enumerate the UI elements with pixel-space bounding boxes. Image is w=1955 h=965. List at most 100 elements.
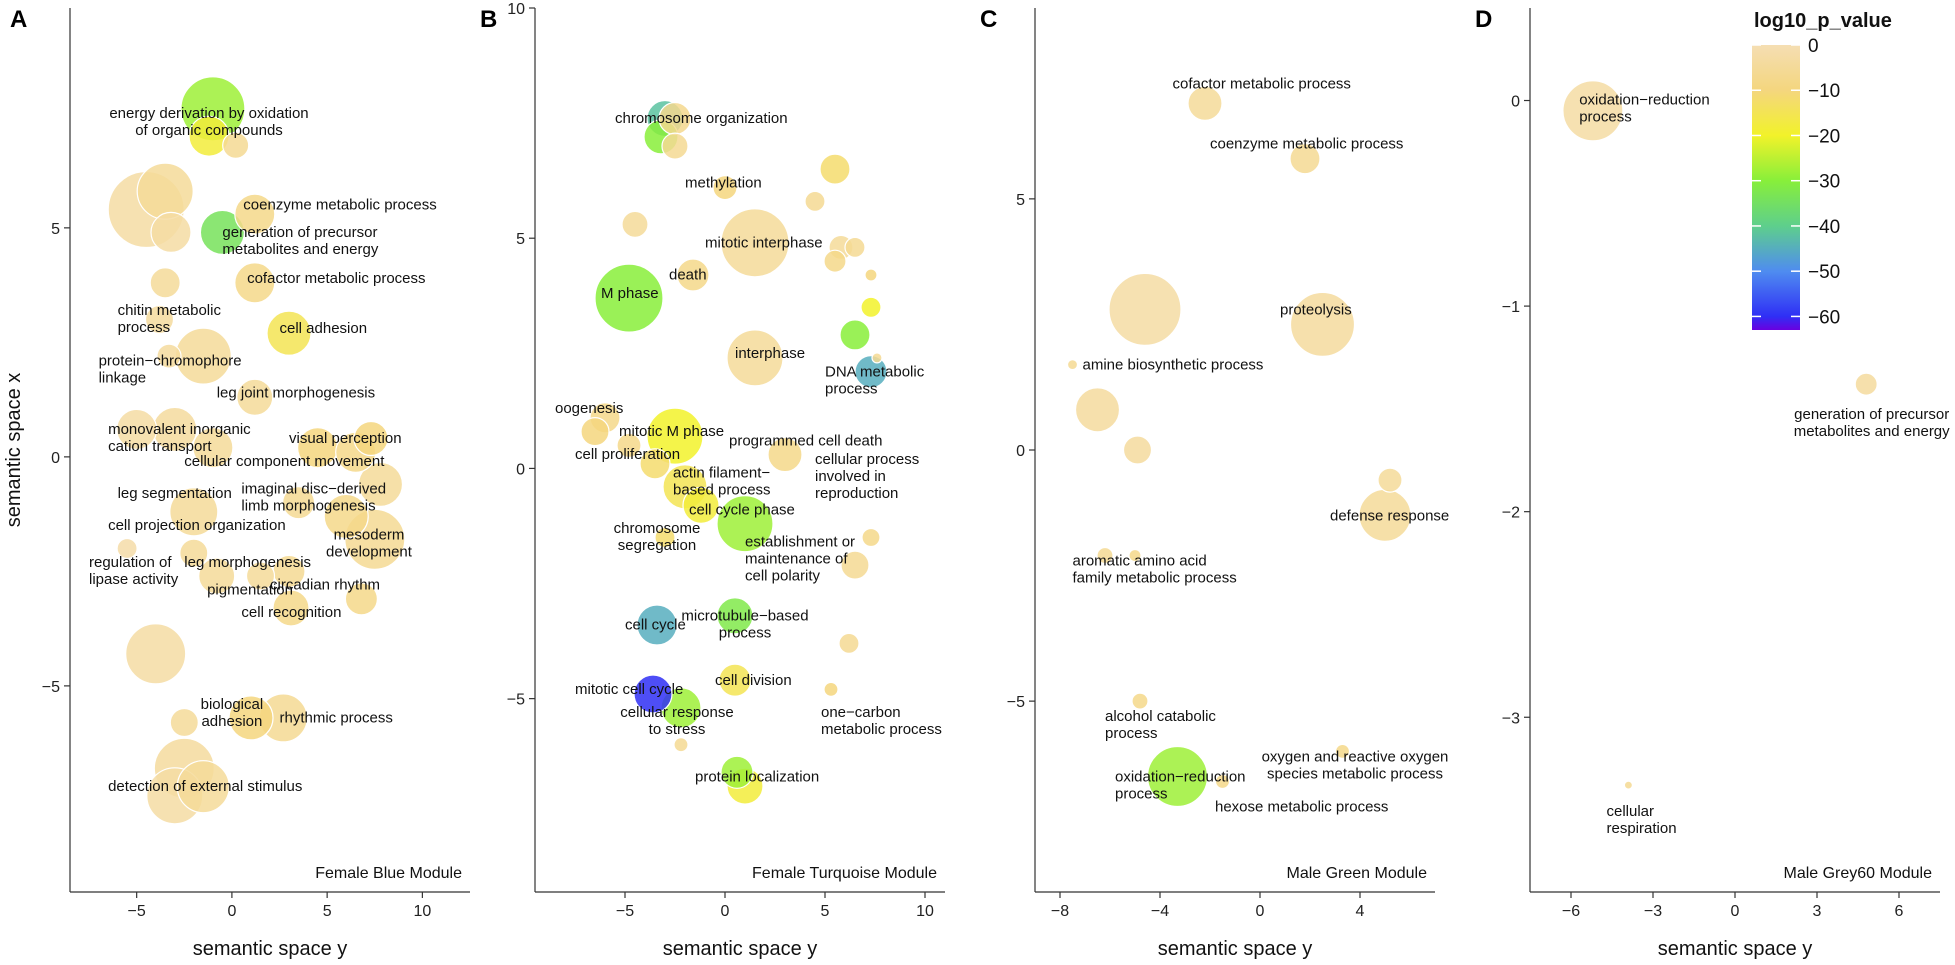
term-label-line: family metabolic process	[1073, 570, 1237, 587]
term-label-B-21: one−carbon metabolic process	[821, 704, 942, 738]
term-label-line: cellular component movement	[184, 453, 385, 470]
term-label-B-22: protein localization	[695, 769, 819, 786]
x-tick-label-C-1: −4	[1151, 903, 1169, 920]
x-tick-label-B-3: 10	[916, 903, 934, 920]
term-label-B-0: chromosome organization	[615, 110, 788, 127]
bubble-B-34	[860, 296, 882, 318]
term-label-A-7: leg joint morphogenesis	[217, 384, 375, 401]
term-label-line: oxidation−reduction	[1579, 92, 1710, 109]
x-tick-label-A-0: −5	[128, 903, 146, 920]
bubble-D-2	[1623, 780, 1634, 790]
term-label-line: process	[1579, 109, 1632, 126]
term-label-line: oogenesis	[555, 400, 623, 417]
bubble-A-12	[266, 310, 312, 356]
term-label-line: process	[1115, 786, 1168, 803]
bubble-B-21	[839, 319, 871, 351]
term-label-line: process	[118, 319, 171, 336]
term-label-line: amine biosynthetic process	[1083, 357, 1264, 374]
legend-tick-label-6: −60	[1808, 307, 1840, 328]
term-label-line: aromatic amino acid	[1073, 553, 1207, 570]
term-label-C-8: oxidation−reduction process	[1115, 769, 1246, 803]
bubble-B-18	[718, 663, 752, 697]
bubble-C-8	[1377, 467, 1403, 493]
term-label-line: reproduction	[815, 485, 898, 502]
y-tick-label-D-1: −2	[1502, 505, 1520, 522]
term-label-line: actin filament−	[673, 465, 770, 482]
bubble-B-41	[871, 352, 883, 364]
term-label-line: oxidation−reduction	[1115, 769, 1246, 786]
legend-title: log10_p_value	[1754, 10, 1892, 32]
bubble-B-17	[854, 355, 888, 389]
x-tick-label-C-3: 4	[1356, 903, 1365, 920]
term-label-line: process	[719, 624, 772, 641]
term-label-A-3: cofactor metabolic process	[247, 270, 425, 287]
bubble-C-6	[1289, 143, 1321, 175]
bubble-C-11	[1214, 773, 1231, 790]
term-label-line: leg joint morphogenesis	[217, 384, 375, 401]
term-label-B-6: DNA metabolic process	[825, 363, 925, 397]
term-label-line: metabolic process	[821, 721, 942, 738]
term-label-C-5: aromatic amino acid family metabolic proc…	[1073, 553, 1237, 587]
bubble-A-32	[149, 267, 181, 299]
panel-D: oxidation−reduction process generation of …	[1475, 6, 1950, 960]
bubble-A-38	[156, 343, 182, 369]
term-label-line: methylation	[685, 175, 762, 192]
term-label-line: mitotic interphase	[705, 234, 823, 251]
term-label-line: process	[825, 380, 878, 397]
term-label-line: M phase	[601, 285, 659, 302]
term-label-line: circadian rhythm	[270, 577, 380, 594]
term-label-line: cell adhesion	[280, 320, 368, 337]
term-label-A-6: protein−chromophore linkage	[99, 352, 242, 386]
term-label-line: cellular	[1607, 803, 1655, 820]
term-label-line: metabolites and energy	[1794, 423, 1950, 440]
term-label-B-12: actin filament− based process	[673, 465, 771, 499]
term-label-A-5: cell adhesion	[280, 320, 368, 337]
bubble-B-39	[673, 737, 689, 753]
legend-tick-label-4: −40	[1808, 217, 1840, 238]
term-label-A-1: coenzyme metabolic process	[243, 197, 436, 214]
term-label-A-17: circadian rhythm	[270, 577, 380, 594]
panel-A: energy derivation by oxidation of organic…	[3, 6, 470, 960]
bubble-B-11	[716, 597, 754, 635]
bubble-B-31	[823, 249, 847, 273]
term-label-line: energy derivation by oxidation	[109, 105, 308, 122]
bubble-B-37	[861, 527, 881, 548]
bubble-B-1	[594, 263, 664, 333]
bubble-A-15	[323, 493, 369, 540]
bubble-C-14	[1066, 359, 1079, 371]
bubble-A-21	[116, 408, 158, 450]
term-label-line: cellular process	[815, 451, 919, 468]
bubble-B-32	[804, 190, 826, 212]
x-tick-label-B-2: 5	[821, 903, 830, 920]
bubble-B-26	[661, 132, 689, 160]
term-label-A-2: generation of precursor metabolites and e…	[222, 224, 378, 258]
bubble-A-19	[234, 193, 276, 235]
x-tick-label-C-0: −8	[1051, 903, 1069, 920]
term-label-line: cofactor metabolic process	[247, 270, 425, 287]
term-label-D-1: generation of precursor metabolites and e…	[1794, 406, 1950, 440]
bubble-C-13	[1128, 548, 1142, 563]
module-label-B: Female Turquoise Module	[752, 865, 937, 882]
x-tick-label-D-3: 3	[1813, 903, 1822, 920]
bubble-A-20	[234, 262, 276, 304]
y-tick-label-B-0: −5	[507, 692, 525, 709]
term-label-line: cell proliferation	[575, 446, 680, 463]
term-label-A-11: imaginal disc−derived limb morphogenesis	[241, 481, 386, 515]
panel-letter-C: C	[980, 6, 997, 33]
term-label-line: establishment or	[745, 534, 855, 551]
term-label-line: programmed cell death	[729, 432, 882, 449]
bubble-B-19	[720, 755, 754, 789]
bubble-C-1	[1289, 291, 1356, 357]
term-label-line: rhythmic process	[280, 710, 393, 727]
bubble-B-2	[726, 329, 784, 387]
term-label-B-11: cellular process involved in reproduction	[815, 451, 919, 502]
bubble-B-33	[844, 236, 866, 258]
panel-B: chromosome organization methylation mitoti…	[480, 1, 945, 960]
bubble-B-24	[580, 417, 610, 447]
term-label-line: cation transport	[108, 438, 212, 455]
term-label-line: maintenance of	[745, 551, 848, 568]
color-legend: log10_p_value 0 −10 −20 −30 −40 −50 −60	[1752, 10, 1892, 330]
module-label-C: Male Green Module	[1286, 865, 1427, 882]
legend-tick-label-3: −30	[1808, 172, 1840, 193]
